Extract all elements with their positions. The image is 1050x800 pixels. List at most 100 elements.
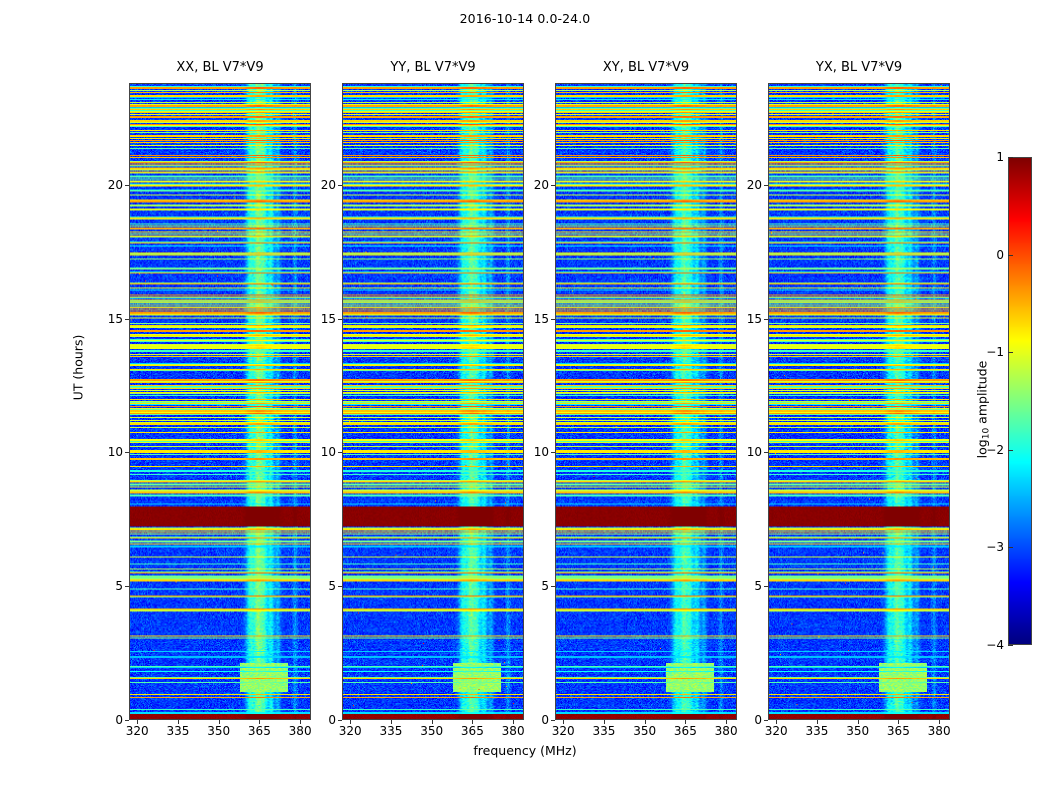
y-tick-label-text: 20 <box>746 177 762 192</box>
x-tick-label-text: 380 <box>927 724 951 738</box>
x-tick-label-text: 380 <box>501 724 525 738</box>
x-tick-mark <box>726 720 728 724</box>
colorbar-tick-label: −4 <box>986 638 1004 652</box>
panel-title-xx: XX, BL V7*V9 <box>176 60 264 75</box>
x-tick-label-text: 350 <box>207 724 231 738</box>
spectrogram-panel-xy[interactable] <box>555 83 737 720</box>
y-tick-mark <box>551 184 555 186</box>
x-tick-label-text: 365 <box>886 724 910 738</box>
y-tick-mark <box>338 586 342 588</box>
spectrogram-image-yx <box>769 84 949 719</box>
x-tick-label-text: 350 <box>846 724 870 738</box>
x-tick-label-text: 335 <box>592 724 616 738</box>
y-tick-mark <box>338 720 342 721</box>
y-tick-label-text: 10 <box>107 445 123 460</box>
panel-title-xy: XY, BL V7*V9 <box>602 60 690 75</box>
colorbar-tick-label: 1 <box>996 150 1004 164</box>
y-tick-label-text: 15 <box>533 311 549 326</box>
x-tick-label-text: 335 <box>166 724 190 738</box>
x-tick-label-text: 365 <box>460 724 484 738</box>
x-tick-label-text: 335 <box>379 724 403 738</box>
spectrogram-panel-yy[interactable] <box>342 83 524 720</box>
y-tick-label-text: 20 <box>533 177 549 192</box>
y-tick-mark <box>338 184 342 186</box>
colorbar-tick-mark <box>1008 352 1013 354</box>
x-tick-label-text: 320 <box>551 724 575 738</box>
y-tick-mark <box>764 586 768 588</box>
y-tick-label-text: 5 <box>115 579 123 594</box>
y-tick-label-text: 20 <box>107 177 123 192</box>
panel-title-yy: YY, BL V7*V9 <box>390 60 476 75</box>
y-tick-label-text: 10 <box>746 445 762 460</box>
panel-title-yx: YX, BL V7*V9 <box>815 60 903 75</box>
y-tick-label-text: 0 <box>115 713 123 727</box>
x-tick-mark <box>513 720 515 724</box>
x-tick-label-text: 350 <box>420 724 444 738</box>
colorbar-label-suffix: amplitude <box>974 360 990 428</box>
y-tick-label-text: 5 <box>541 579 549 594</box>
x-tick-mark <box>644 720 646 724</box>
y-tick-mark <box>125 586 129 588</box>
x-tick-label-text: 320 <box>764 724 788 738</box>
colorbar-tick-mark <box>1008 547 1013 549</box>
x-tick-mark <box>431 720 433 724</box>
y-tick-label-text: 10 <box>533 445 549 460</box>
y-tick-mark <box>551 586 555 588</box>
x-tick-label-text: 350 <box>633 724 657 738</box>
x-tick-label-text: 320 <box>338 724 362 738</box>
y-tick-label-text: 0 <box>754 713 762 727</box>
colorbar-label-prefix: log <box>974 439 990 459</box>
y-tick-mark <box>764 452 768 454</box>
x-tick-mark <box>603 720 605 724</box>
y-axis-label: UT (hours) <box>70 334 86 401</box>
x-tick-mark <box>816 720 818 724</box>
spectrogram-image-xx <box>130 84 310 719</box>
y-tick-label-text: 5 <box>328 579 336 594</box>
x-tick-mark <box>137 720 139 724</box>
x-tick-mark <box>939 720 941 724</box>
figure-suptitle: 2016-10-14 0.0-24.0 <box>459 11 591 26</box>
x-tick-label-text: 380 <box>288 724 312 738</box>
y-tick-mark <box>338 452 342 454</box>
x-tick-mark <box>390 720 392 724</box>
x-tick-mark <box>857 720 859 724</box>
x-tick-label-text: 380 <box>714 724 738 738</box>
x-tick-mark <box>472 720 474 724</box>
y-tick-mark <box>764 720 768 721</box>
colorbar-tick-label: −2 <box>986 442 1004 457</box>
colorbar-label: log10 amplitude <box>975 361 992 459</box>
x-tick-mark <box>300 720 302 724</box>
spectrogram-panel-yx[interactable] <box>768 83 950 720</box>
colorbar-label-subscript: 10 <box>981 427 992 440</box>
colorbar-tick-mark <box>1008 254 1013 256</box>
y-tick-mark <box>764 318 768 320</box>
spectrogram-panel-xx[interactable] <box>129 83 311 720</box>
y-tick-mark <box>551 452 555 454</box>
y-tick-label-text: 20 <box>320 177 336 192</box>
y-tick-label-text: 0 <box>541 713 549 727</box>
x-tick-label-text: 320 <box>125 724 149 738</box>
y-tick-mark <box>764 184 768 186</box>
colorbar-tick-mark <box>1008 157 1013 158</box>
x-tick-mark <box>350 720 352 724</box>
y-tick-mark <box>551 318 555 320</box>
colorbar[interactable] <box>1008 157 1032 645</box>
y-tick-label-text: 15 <box>746 311 762 326</box>
y-tick-mark <box>551 720 555 721</box>
colorbar-tick-labels: −4 −3 −2 −1 0 1 <box>978 150 1004 652</box>
y-tick-mark <box>125 318 129 320</box>
colorbar-tick-label: −1 <box>986 345 1004 360</box>
colorbar-tick-mark <box>1008 449 1013 451</box>
y-tick-mark <box>125 452 129 454</box>
x-tick-mark <box>898 720 900 724</box>
x-tick-label-text: 335 <box>805 724 829 738</box>
x-tick-mark <box>177 720 179 724</box>
y-tick-label-text: 15 <box>320 311 336 326</box>
x-tick-mark <box>685 720 687 724</box>
colorbar-tick-label: 0 <box>996 247 1004 262</box>
x-tick-mark <box>259 720 261 724</box>
spectrogram-image-yy <box>343 84 523 719</box>
y-tick-label-text: 10 <box>320 445 336 460</box>
x-axis-label: frequency (MHz) <box>473 743 577 758</box>
